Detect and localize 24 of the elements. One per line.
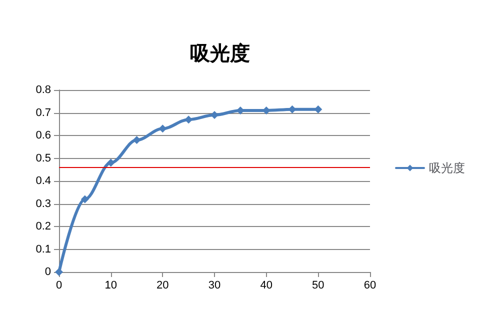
y-tick-label: 0.1 <box>36 243 51 256</box>
point <box>132 136 141 144</box>
x-tick-label: 50 <box>312 280 324 292</box>
legend-label: 吸光度 <box>429 161 465 175</box>
x-tick-label: 20 <box>156 280 169 292</box>
point <box>106 158 115 167</box>
y-tick-label: 0.7 <box>36 106 51 119</box>
y-tick-label: 0.3 <box>36 198 51 210</box>
y-tick-label: 0.6 <box>36 130 51 142</box>
point <box>210 111 218 120</box>
x-tick-label: 30 <box>208 280 221 292</box>
point <box>184 116 193 124</box>
chart-title: 吸光度 <box>190 41 250 65</box>
x-tick-label: 0 <box>56 280 62 292</box>
y-tick-label: 0.4 <box>36 175 51 187</box>
y-tick-label: 0.2 <box>36 220 51 232</box>
x-tick-label: 60 <box>364 280 376 292</box>
y-tick-label: 0.5 <box>36 152 51 164</box>
x-tick-label: 40 <box>260 280 272 292</box>
point <box>158 124 167 133</box>
y-tick-label: 0.8 <box>36 84 51 96</box>
x-tick-label: 10 <box>104 280 117 292</box>
point <box>80 195 89 204</box>
y-tick-label: 0 <box>44 266 51 278</box>
